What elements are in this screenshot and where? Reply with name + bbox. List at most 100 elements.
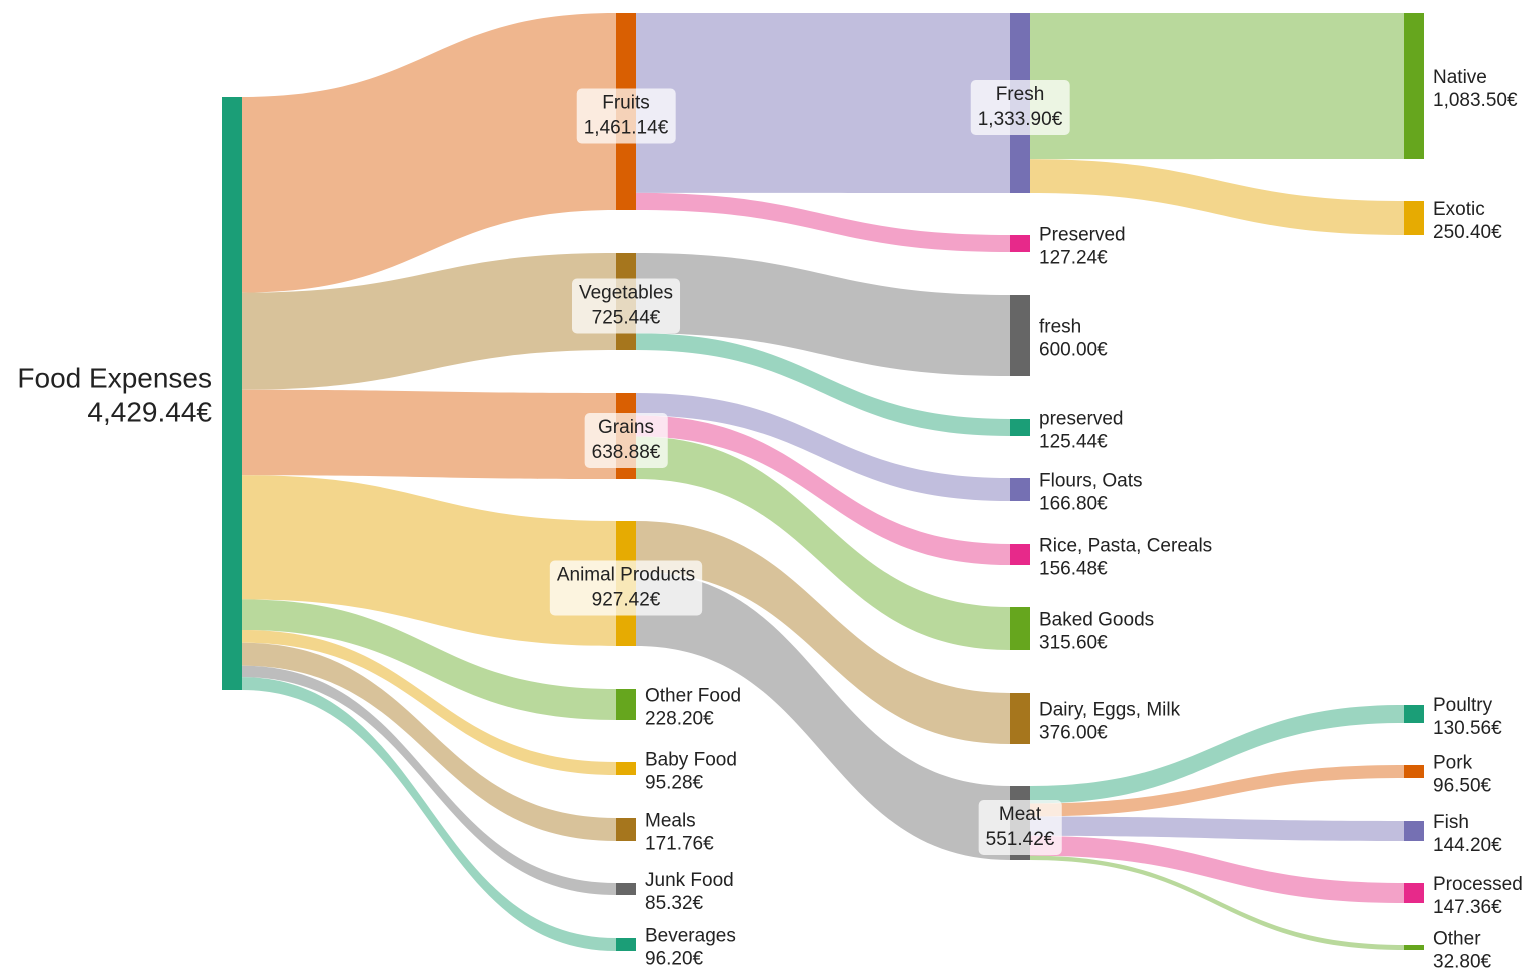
flow-meat-to-processed[interactable] bbox=[1030, 835, 1404, 903]
flow-animal-products-to-meat[interactable] bbox=[636, 571, 1010, 860]
flow-food-expenses-to-animal-products[interactable] bbox=[242, 475, 616, 646]
node-fish[interactable] bbox=[1404, 821, 1424, 841]
node-name-label: Meat bbox=[999, 804, 1042, 825]
node-label-background bbox=[576, 88, 676, 144]
node-name-label: Fruits bbox=[602, 93, 650, 114]
node-name-label: preserved bbox=[1039, 409, 1124, 430]
node-value-label: 130.56€ bbox=[1433, 718, 1502, 739]
links-layer bbox=[242, 13, 1404, 951]
node-value-label: 725.44€ bbox=[592, 308, 661, 329]
node-name-label: Fresh bbox=[996, 84, 1045, 105]
flow-fruits-to-preserved[interactable] bbox=[636, 192, 1010, 252]
node-value-label: 166.80€ bbox=[1039, 494, 1108, 515]
node-name-label: Exotic bbox=[1433, 199, 1485, 220]
flow-vegetables-to-preserved[interactable] bbox=[636, 333, 1010, 436]
node-label-fruits: Fruits 1,461.14€ bbox=[576, 88, 676, 144]
flow-food-expenses-to-baby-food[interactable] bbox=[242, 629, 616, 775]
flow-meat-to-pork[interactable] bbox=[1030, 765, 1404, 817]
node-value-label: 1,461.14€ bbox=[584, 118, 669, 139]
node-value-label: 638.88€ bbox=[592, 442, 661, 463]
node-value-label: 228.20€ bbox=[645, 709, 714, 730]
node-rice-pasta-cereals[interactable] bbox=[1010, 544, 1030, 565]
node-value-label: 147.36€ bbox=[1433, 897, 1502, 918]
flow-fruits-to-fresh[interactable] bbox=[636, 13, 1010, 193]
node-flours-oats[interactable] bbox=[1010, 478, 1030, 501]
node-value-label: 171.76€ bbox=[645, 834, 714, 855]
flow-meat-to-fish[interactable] bbox=[1030, 816, 1404, 841]
node-label-fresh: Fresh 1,333.90€ bbox=[970, 80, 1070, 135]
node-pork[interactable] bbox=[1404, 765, 1424, 778]
node-label-background bbox=[571, 278, 681, 334]
node-junk-food[interactable] bbox=[616, 883, 636, 895]
node-food-expenses[interactable] bbox=[222, 97, 242, 690]
flow-food-expenses-to-other-food[interactable] bbox=[242, 599, 616, 720]
node-value-label: 250.40€ bbox=[1433, 222, 1502, 243]
flow-food-expenses-to-meals[interactable] bbox=[242, 642, 616, 841]
node-beverages[interactable] bbox=[616, 938, 636, 951]
node-other-food[interactable] bbox=[616, 689, 636, 720]
node-name-label: Pork bbox=[1433, 753, 1473, 774]
node-value-label: 127.24€ bbox=[1039, 248, 1108, 269]
node-native[interactable] bbox=[1404, 13, 1424, 159]
flow-food-expenses-to-grains[interactable] bbox=[242, 389, 616, 479]
node-name-label: Baby Food bbox=[645, 750, 737, 771]
flow-meat-to-poultry[interactable] bbox=[1030, 705, 1404, 804]
node-fresh[interactable] bbox=[1010, 295, 1030, 376]
node-dairy-eggs-milk[interactable] bbox=[1010, 693, 1030, 744]
flow-fresh-to-exotic[interactable] bbox=[1030, 159, 1404, 235]
node-name-label: Processed bbox=[1433, 874, 1523, 895]
node-name-label: Animal Products bbox=[557, 565, 695, 586]
node-label-grains: Grains 638.88€ bbox=[584, 413, 668, 468]
node-poultry[interactable] bbox=[1404, 705, 1424, 723]
node-preserved[interactable] bbox=[1010, 419, 1030, 436]
node-label-meat: Meat 551.42€ bbox=[978, 800, 1062, 855]
flow-food-expenses-to-beverages[interactable] bbox=[242, 677, 616, 951]
node-name-label: fresh bbox=[1039, 317, 1081, 338]
flow-fresh-to-native[interactable] bbox=[1030, 13, 1404, 160]
node-preserved[interactable] bbox=[1010, 235, 1030, 252]
flow-animal-products-to-dairy-eggs-milk[interactable] bbox=[636, 521, 1010, 744]
node-value-label: 96.20€ bbox=[645, 949, 704, 969]
node-value-label: 376.00€ bbox=[1039, 723, 1108, 744]
node-label-animal-products: Animal Products 927.42€ bbox=[549, 560, 703, 616]
node-name-label: Rice, Pasta, Cereals bbox=[1039, 536, 1212, 557]
flow-food-expenses-to-junk-food[interactable] bbox=[242, 665, 616, 895]
flow-vegetables-to-fresh[interactable] bbox=[636, 253, 1010, 376]
node-value-label: 95.28€ bbox=[645, 773, 704, 794]
node-name-label: Poultry bbox=[1433, 695, 1493, 716]
node-processed[interactable] bbox=[1404, 883, 1424, 903]
node-meals[interactable] bbox=[616, 818, 636, 841]
node-value-label: 4,429.44€ bbox=[87, 397, 212, 428]
node-value-label: 125.44€ bbox=[1039, 432, 1108, 453]
node-name-label: Flours, Oats bbox=[1039, 471, 1142, 492]
node-label-background bbox=[970, 80, 1070, 135]
node-name-label: Grains bbox=[598, 417, 654, 438]
node-baked-goods[interactable] bbox=[1010, 607, 1030, 650]
node-label-vegetables: Vegetables 725.44€ bbox=[571, 278, 681, 334]
node-name-label: Preserved bbox=[1039, 225, 1126, 246]
flow-grains-to-rice-pasta-cereals[interactable] bbox=[636, 415, 1010, 565]
node-name-label: Fish bbox=[1433, 812, 1469, 833]
node-value-label: 144.20€ bbox=[1433, 835, 1502, 856]
flow-grains-to-flours-oats[interactable] bbox=[636, 393, 1010, 501]
flow-grains-to-baked-goods[interactable] bbox=[636, 436, 1010, 650]
flow-meat-to-other[interactable] bbox=[1030, 855, 1404, 950]
node-exotic[interactable] bbox=[1404, 201, 1424, 235]
node-label-background bbox=[978, 800, 1062, 855]
node-other[interactable] bbox=[1404, 945, 1424, 950]
node-baby-food[interactable] bbox=[616, 762, 636, 775]
flow-food-expenses-to-vegetables[interactable] bbox=[242, 253, 616, 390]
flow-food-expenses-to-fruits[interactable] bbox=[242, 13, 616, 293]
